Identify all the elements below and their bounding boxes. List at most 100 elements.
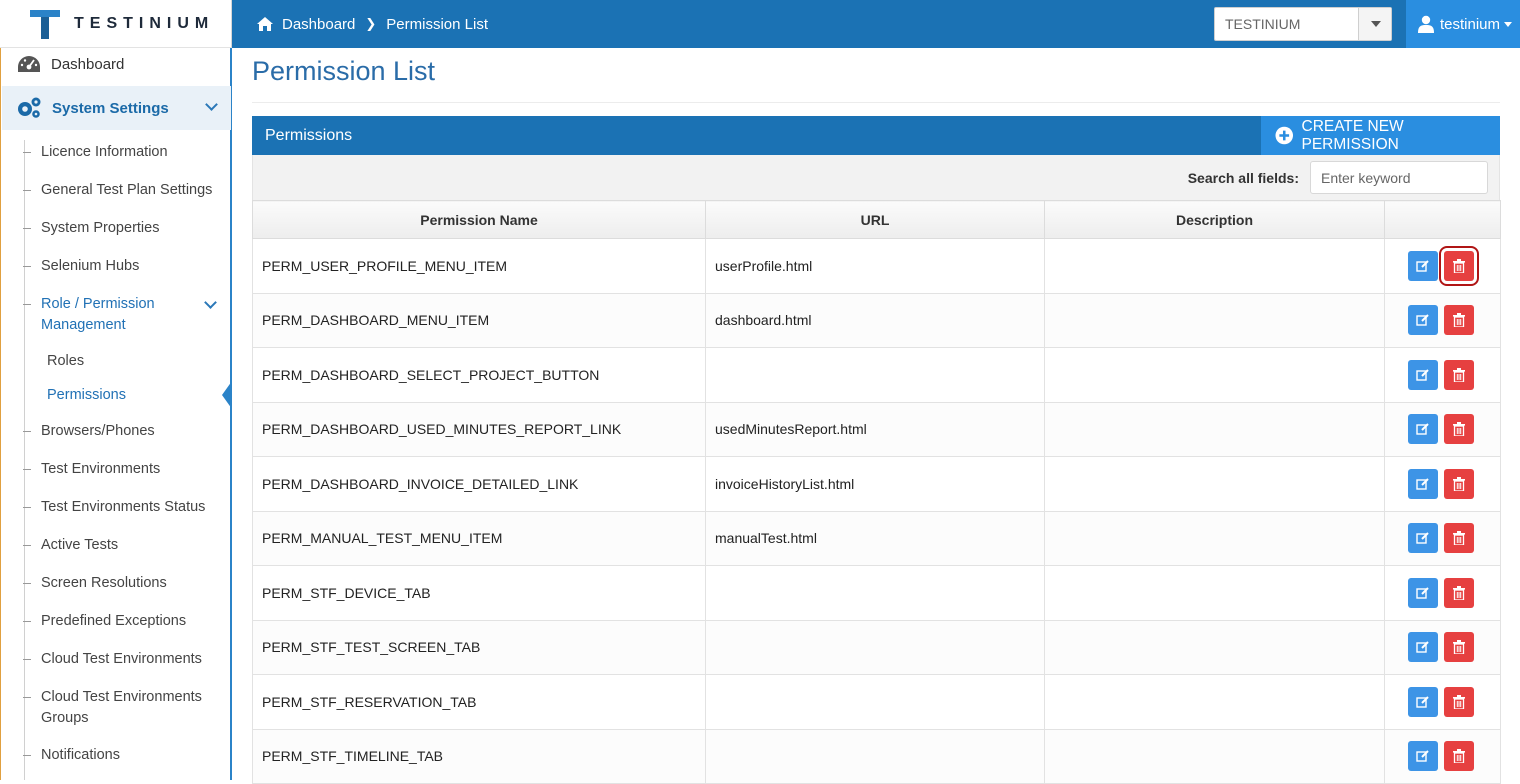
edit-icon: [1416, 314, 1429, 326]
cell-actions: [1384, 510, 1501, 566]
tree-dash: [23, 266, 31, 267]
delete-button[interactable]: [1444, 359, 1474, 390]
edit-button[interactable]: [1408, 468, 1438, 499]
column-header-description[interactable]: Description: [1044, 200, 1385, 239]
sidebar-item-licence-information[interactable]: Licence Information: [41, 144, 168, 160]
cell-actions: [1384, 292, 1501, 348]
column-header-permission-name[interactable]: Permission Name: [252, 200, 706, 239]
delete-button[interactable]: [1444, 741, 1474, 772]
permissions-table: Permission Name URL Description PERM_USE…: [252, 200, 1501, 784]
sidebar-item-label: System Settings: [52, 99, 169, 117]
edit-button[interactable]: [1408, 577, 1438, 608]
cell-url: userProfile.html: [705, 238, 1045, 294]
row-actions: [1385, 741, 1500, 772]
sidebar-item-role-permission-management-line2[interactable]: Management: [41, 317, 126, 333]
cell-url: manualTest.html: [705, 510, 1045, 566]
chevron-right-icon: ❯: [365, 16, 377, 31]
tree-dash: [23, 659, 31, 660]
tree-dash: [23, 190, 31, 191]
breadcrumb: Dashboard ❯ Permission List: [256, 0, 488, 48]
sidebar-item-general-test-plan-settings[interactable]: General Test Plan Settings: [41, 182, 213, 198]
cell-permission-name: PERM_DASHBOARD_SELECT_PROJECT_BUTTON: [252, 347, 706, 403]
row-actions: [1385, 577, 1500, 608]
sidebar-item-predefined-exceptions[interactable]: Predefined Exceptions: [41, 613, 187, 629]
main-content: Permission List Permissions CREATE NEW P…: [234, 48, 1520, 784]
sidebar-item-roles[interactable]: Roles: [47, 353, 85, 369]
edit-icon: [1416, 478, 1429, 490]
column-header-url[interactable]: URL: [705, 200, 1045, 239]
project-select[interactable]: TESTINIUM: [1214, 7, 1392, 41]
logo-text: TESTINIUM: [74, 15, 215, 32]
search-label: Search all fields:: [1187, 170, 1299, 186]
edit-button[interactable]: [1408, 523, 1438, 554]
active-item-pointer: [222, 381, 232, 409]
sidebar-item-dashboard[interactable]: Dashboard: [17, 52, 124, 76]
page-title: Permission List: [252, 56, 436, 86]
row-actions: [1385, 468, 1500, 499]
trash-icon: [1453, 749, 1465, 764]
table-row: PERM_MANUAL_TEST_MENU_ITEM manualTest.htm…: [252, 510, 1501, 566]
cell-description: [1044, 728, 1385, 784]
sidebar-item-notifications[interactable]: Notifications: [41, 747, 120, 763]
caret-down-icon: [1504, 21, 1513, 27]
delete-button[interactable]: [1444, 577, 1474, 608]
delete-button[interactable]: [1444, 686, 1474, 717]
sidebar-item-selenium-hubs[interactable]: Selenium Hubs: [41, 258, 140, 274]
sidebar-item-role-permission-management[interactable]: Role / Permission: [41, 296, 155, 312]
edit-button[interactable]: [1408, 632, 1438, 663]
cell-actions: [1384, 347, 1501, 403]
dropdown-arrow-icon[interactable]: [1358, 8, 1391, 40]
sidebar-item-cloud-test-environments-groups-line2[interactable]: Groups: [41, 710, 89, 726]
delete-button[interactable]: [1444, 414, 1474, 445]
panel-title: Permissions: [265, 127, 353, 144]
home-icon[interactable]: [256, 16, 274, 32]
project-select-value: TESTINIUM: [1225, 16, 1301, 32]
edit-icon: [1416, 641, 1429, 653]
table-row: PERM_DASHBOARD_MENU_ITEM dashboard.html: [252, 292, 1501, 348]
table-body: PERM_USER_PROFILE_MENU_ITEM userProfile.h…: [252, 238, 1501, 784]
logo[interactable]: TESTINIUM: [0, 0, 232, 48]
row-actions: [1385, 414, 1500, 445]
sidebar-item-screen-resolutions[interactable]: Screen Resolutions: [41, 575, 167, 591]
edit-button[interactable]: [1408, 686, 1438, 717]
edit-button[interactable]: [1408, 414, 1438, 445]
create-new-permission-button[interactable]: CREATE NEW PERMISSION: [1261, 116, 1500, 155]
sidebar-item-test-environments[interactable]: Test Environments: [41, 461, 161, 477]
edit-icon: [1416, 369, 1429, 381]
delete-button[interactable]: [1444, 523, 1474, 554]
cell-url: [705, 674, 1045, 730]
delete-button[interactable]: [1444, 305, 1474, 336]
sidebar-item-permissions[interactable]: Permissions: [47, 387, 126, 403]
cell-url: [705, 565, 1045, 621]
tree-dash: [23, 697, 31, 698]
sidebar-item-system-properties[interactable]: System Properties: [41, 220, 160, 236]
sidebar-item-active-tests[interactable]: Active Tests: [41, 537, 119, 553]
edit-button[interactable]: [1408, 359, 1438, 390]
sidebar-item-test-environments-status[interactable]: Test Environments Status: [41, 499, 206, 515]
edit-icon: [1416, 260, 1429, 272]
cell-description: [1044, 456, 1385, 512]
trash-icon: [1453, 476, 1465, 491]
trash-icon: [1453, 585, 1465, 600]
table-row: PERM_STF_DEVICE_TAB: [252, 565, 1501, 621]
delete-button[interactable]: [1444, 632, 1474, 663]
delete-button[interactable]: [1444, 468, 1474, 499]
sidebar: Dashboard System Settings Licence Inform…: [0, 48, 232, 780]
edit-button[interactable]: [1408, 741, 1438, 772]
edit-button[interactable]: [1408, 250, 1438, 281]
sidebar-item-browsers-phones[interactable]: Browsers/Phones: [41, 423, 155, 439]
search-input[interactable]: [1310, 161, 1488, 194]
sidebar-item-system-settings[interactable]: System Settings: [2, 86, 231, 130]
edit-button[interactable]: [1408, 305, 1438, 336]
user-menu[interactable]: testinium: [1406, 0, 1520, 48]
create-button-label: CREATE NEW PERMISSION: [1301, 117, 1404, 153]
panel-header: Permissions CREATE NEW PERMISSION: [252, 116, 1500, 155]
breadcrumb-dashboard-link[interactable]: Dashboard: [282, 15, 356, 33]
delete-button[interactable]: [1439, 245, 1479, 286]
cell-permission-name: PERM_STF_TEST_SCREEN_TAB: [252, 619, 706, 675]
tree-dash: [23, 228, 31, 229]
sidebar-item-cloud-test-environments-groups[interactable]: Cloud Test Environments: [41, 689, 202, 705]
tree-dash: [23, 583, 31, 584]
sidebar-item-cloud-test-environments[interactable]: Cloud Test Environments: [41, 651, 202, 667]
tree-dash: [23, 621, 31, 622]
